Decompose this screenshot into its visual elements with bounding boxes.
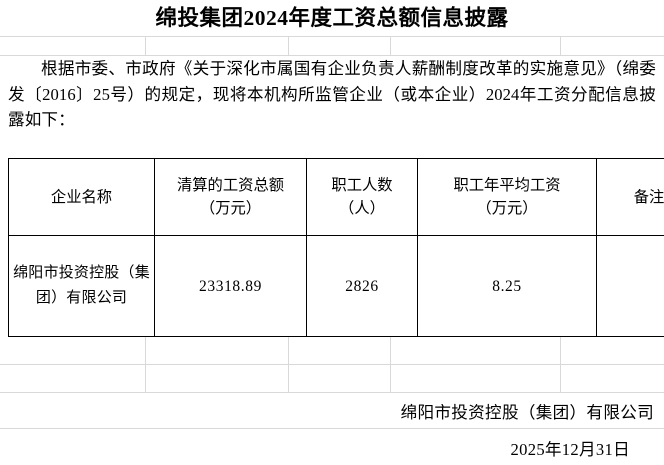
cell-enterprise-name: 绵阳市投资控股（集团）有限公司 (8, 235, 155, 337)
grid-line-horizontal (0, 392, 664, 393)
cell-average-wage: 8.25 (417, 235, 597, 337)
grid-line-vertical (288, 36, 289, 56)
total-wages-value: 23318.89 (199, 277, 262, 295)
footer-signature-block: 绵阳市投资控股（集团）有限公司 2025年12月31日 (194, 398, 654, 465)
title-band: 绵投集团2024年度工资总额信息披露 (0, 0, 664, 37)
column-header-remarks: 备注 (596, 158, 664, 236)
table-row: 绵阳市投资控股（集团）有限公司 23318.89 2826 8.25 (8, 235, 664, 337)
column-header-line1: 备注 (633, 188, 664, 206)
cell-total-wages: 23318.89 (154, 235, 307, 337)
column-header-line1: 职工年平均工资 (453, 177, 561, 194)
grid-line-vertical (560, 336, 561, 392)
column-header-average-wage: 职工年平均工资 （万元） (417, 158, 597, 236)
footer-company-name: 绵阳市投资控股（集团）有限公司 (400, 403, 654, 422)
grid-line-vertical (390, 336, 391, 392)
column-header-line1: 职工人数 (331, 177, 393, 194)
intro-paragraph: 根据市委、市政府《关于深化市属国有企业负责人薪酬制度改革的实施意见》（绵委发〔2… (8, 59, 656, 129)
column-header-line1: 清算的工资总额 (176, 177, 285, 194)
column-header-line1: 企业名称 (50, 188, 113, 206)
column-header-employee-count: 职工人数 （人） (306, 158, 418, 236)
column-header-total-wages: 清算的工资总额 （万元） (154, 158, 307, 236)
grid-line-vertical (288, 336, 289, 392)
grid-line-vertical (560, 36, 561, 56)
average-wage-value: 8.25 (492, 277, 522, 295)
disclosure-table: 企业名称 清算的工资总额 （万元） 职工人数 （人） 职工年平均工资 （万元） … (8, 158, 664, 337)
page-title: 绵投集团2024年度工资总额信息披露 (155, 5, 509, 30)
employee-count-value: 2826 (345, 277, 379, 295)
column-header-enterprise-name: 企业名称 (8, 158, 155, 236)
grid-line-vertical (145, 336, 146, 392)
column-header-line2: （万元） (476, 200, 538, 217)
enterprise-name-text: 绵阳市投资控股（集团）有限公司 (13, 265, 150, 306)
cell-remarks (596, 235, 664, 337)
footer-date: 2025年12月31日 (510, 440, 630, 459)
grid-line-horizontal (0, 364, 664, 365)
column-header-line2: （万元） (199, 200, 262, 217)
disclosure-table-wrapper: 企业名称 清算的工资总额 （万元） 职工人数 （人） 职工年平均工资 （万元） … (8, 158, 664, 337)
grid-line-vertical (390, 36, 391, 56)
table-header-row: 企业名称 清算的工资总额 （万元） 职工人数 （人） 职工年平均工资 （万元） … (8, 158, 664, 236)
grid-line-vertical (145, 36, 146, 56)
column-header-line2: （人） (339, 200, 385, 217)
cell-employee-count: 2826 (306, 235, 418, 337)
